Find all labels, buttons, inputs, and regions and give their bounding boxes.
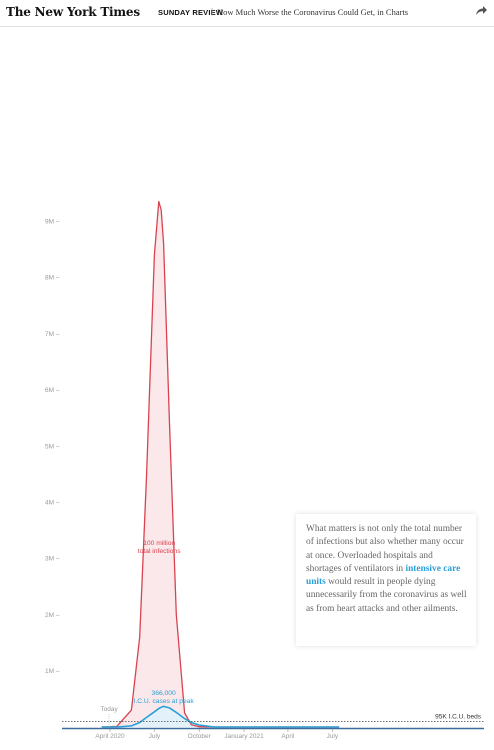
- y-tick-label: 6M –: [45, 387, 60, 394]
- nyt-logo[interactable]: The New York Times: [6, 5, 140, 19]
- infections-total-sublabel: total infections: [138, 548, 181, 555]
- x-tick-label: July: [149, 733, 161, 740]
- y-tick-label: 7M –: [45, 331, 60, 338]
- y-tick-label: 9M –: [45, 219, 60, 226]
- top-bar: The New York Times SUNDAY REVIEW | How M…: [0, 0, 494, 27]
- article-headline: How Much Worse the Coronavirus Could Get…: [217, 7, 409, 17]
- section-label[interactable]: SUNDAY REVIEW: [158, 8, 224, 17]
- explanatory-note: What matters is not only the total numbe…: [296, 514, 476, 646]
- today-label: Today: [100, 706, 118, 713]
- infections-line: [101, 200, 340, 728]
- icu-peak-label: 366,000: [152, 690, 176, 697]
- header-separator: |: [211, 7, 214, 16]
- y-tick-label: 4M –: [45, 500, 60, 507]
- y-tick-label: 1M –: [45, 668, 60, 675]
- y-tick-label: 3M –: [45, 556, 60, 563]
- x-tick-label: January 2021: [224, 733, 264, 740]
- note-text-after: would result in people dying unnecessari…: [306, 577, 467, 614]
- y-tick-label: 8M –: [45, 275, 60, 282]
- y-tick-label: 5M –: [45, 443, 60, 450]
- x-tick-label: October: [188, 733, 212, 740]
- share-arrow-icon[interactable]: [474, 4, 488, 18]
- note-text-before: What matters is not only the total numbe…: [306, 524, 464, 574]
- infections-total-label: 100 million: [143, 540, 175, 547]
- infections-area: [101, 201, 340, 727]
- x-tick-label: July: [327, 733, 339, 740]
- icu-highlight-link[interactable]: intensive care units: [306, 563, 461, 588]
- x-tick-label: April: [281, 733, 295, 740]
- x-tick-label: April 2020: [95, 733, 125, 740]
- icu-beds-label: 95K I.C.U. beds: [435, 714, 482, 721]
- icu-peak-sublabel: I.C.U. cases at peak: [134, 698, 195, 705]
- icu-line: [101, 705, 340, 728]
- y-tick-label: 2M –: [45, 612, 60, 619]
